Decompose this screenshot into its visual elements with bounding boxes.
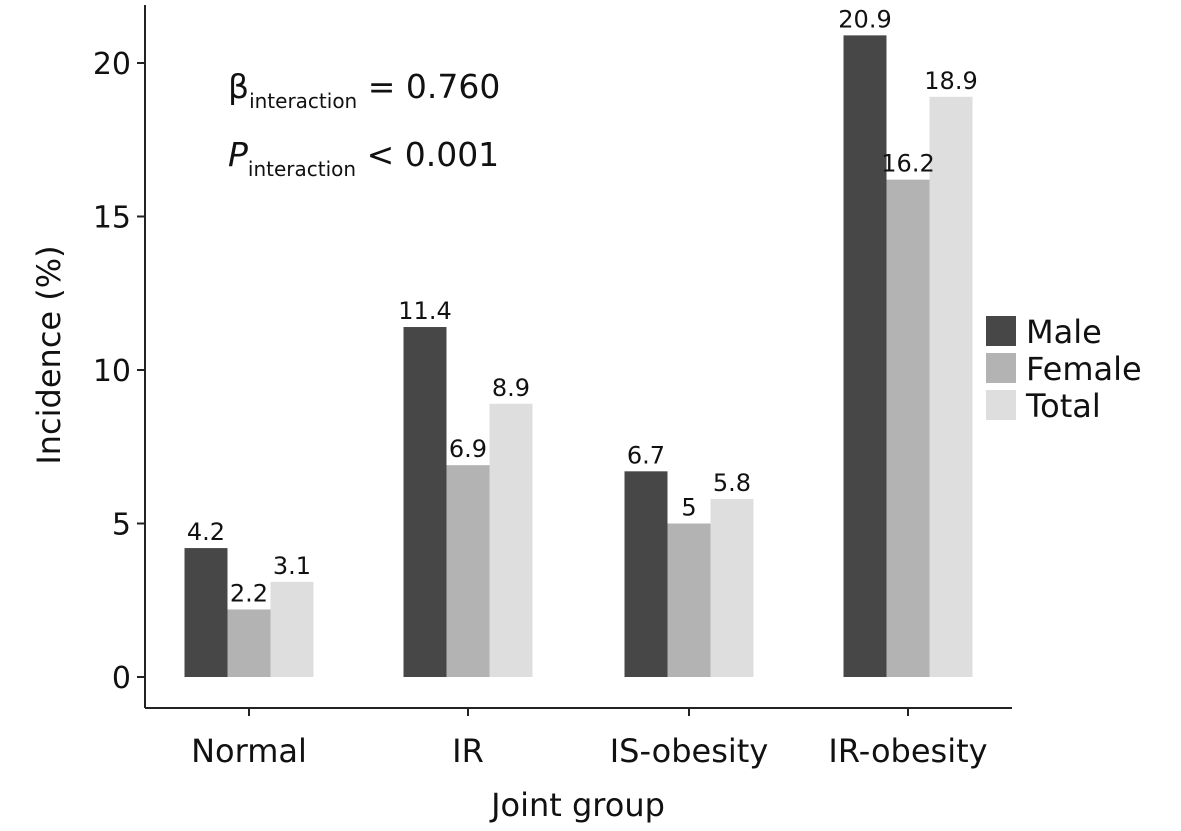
data-label-is-obesity-total: 5.8 (713, 469, 751, 497)
data-label-ir-obesity-male: 20.9 (838, 5, 891, 33)
data-label-normal-total: 3.1 (273, 552, 311, 580)
y-tick-label: 15 (93, 201, 131, 236)
data-labels-group: 4.2 2.23.1 11.4 6.9 8.9 6.7 5 5.8 20.9 16.2 18.9 (187, 5, 978, 607)
annotation-beta-value: = 0.760 (357, 67, 500, 106)
data-label-ir-obesity-total: 18.9 (924, 67, 977, 95)
annotation-p-subscript: interaction (248, 157, 356, 181)
stat-annotations: βinteraction = 0.760 Pinteraction < 0.00… (228, 67, 500, 181)
legend-label-female: Female (1026, 350, 1142, 388)
data-label-normal-female: 2.2 (230, 579, 268, 607)
x-tick-label: IR (452, 732, 484, 770)
x-ticks-group: Normal IR IS-obesity IR-obesity (191, 708, 988, 770)
axes-group (144, 5, 1012, 709)
y-tick-label: 5 (112, 508, 131, 543)
annotation-p-symbol: P (228, 135, 248, 174)
legend-swatch-female (986, 353, 1016, 383)
annotation-p-value: < 0.001 (356, 135, 499, 174)
y-tick-label: 10 (93, 354, 131, 389)
legend-swatch-male (986, 316, 1016, 346)
annotation-beta-subscript: interaction (249, 89, 357, 113)
bar-normal-female (227, 609, 271, 677)
bar-ir-total (489, 403, 533, 677)
data-label-is-obesity-female: 5 (681, 494, 696, 522)
bar-is-obesity-female (667, 523, 711, 677)
bar-is-obesity-male (624, 471, 668, 677)
annotation-beta-interaction: βinteraction = 0.760 (228, 67, 500, 113)
bar-ir-obesity-female (886, 179, 930, 677)
bars-group (184, 35, 973, 678)
bar-ir-female (446, 465, 490, 677)
bar-normal-male (184, 548, 228, 677)
x-tick-label: IR-obesity (828, 732, 987, 770)
y-axis-title: Incidence (%) (30, 245, 68, 464)
data-label-ir-total: 8.9 (492, 374, 530, 402)
bar-normal-total (270, 581, 314, 677)
data-label-normal-male: 4.2 (187, 518, 225, 546)
x-axis-title: Joint group (489, 786, 665, 824)
bar-ir-obesity-total (929, 96, 973, 677)
y-ticks-group: 0 5 10 15 20 (93, 47, 145, 696)
bar-ir-obesity-male (843, 35, 887, 678)
data-label-is-obesity-male: 6.7 (627, 441, 665, 469)
annotation-p-interaction: Pinteraction < 0.001 (228, 135, 499, 181)
bar-is-obesity-total (710, 498, 754, 677)
data-label-ir-obesity-female: 16.2 (881, 150, 934, 178)
bar-ir-male (403, 327, 447, 677)
legend-label-male: Male (1026, 313, 1102, 351)
data-label-ir-male: 11.4 (398, 297, 451, 325)
y-tick-label: 20 (93, 47, 131, 82)
y-tick-label: 0 (112, 661, 131, 696)
annotation-beta-symbol: β (228, 67, 249, 106)
data-label-ir-female: 6.9 (449, 435, 487, 463)
legend-swatch-total (986, 390, 1016, 420)
legend-label-total: Total (1025, 387, 1101, 425)
x-tick-label: IS-obesity (610, 732, 769, 770)
x-tick-label: Normal (191, 732, 307, 770)
